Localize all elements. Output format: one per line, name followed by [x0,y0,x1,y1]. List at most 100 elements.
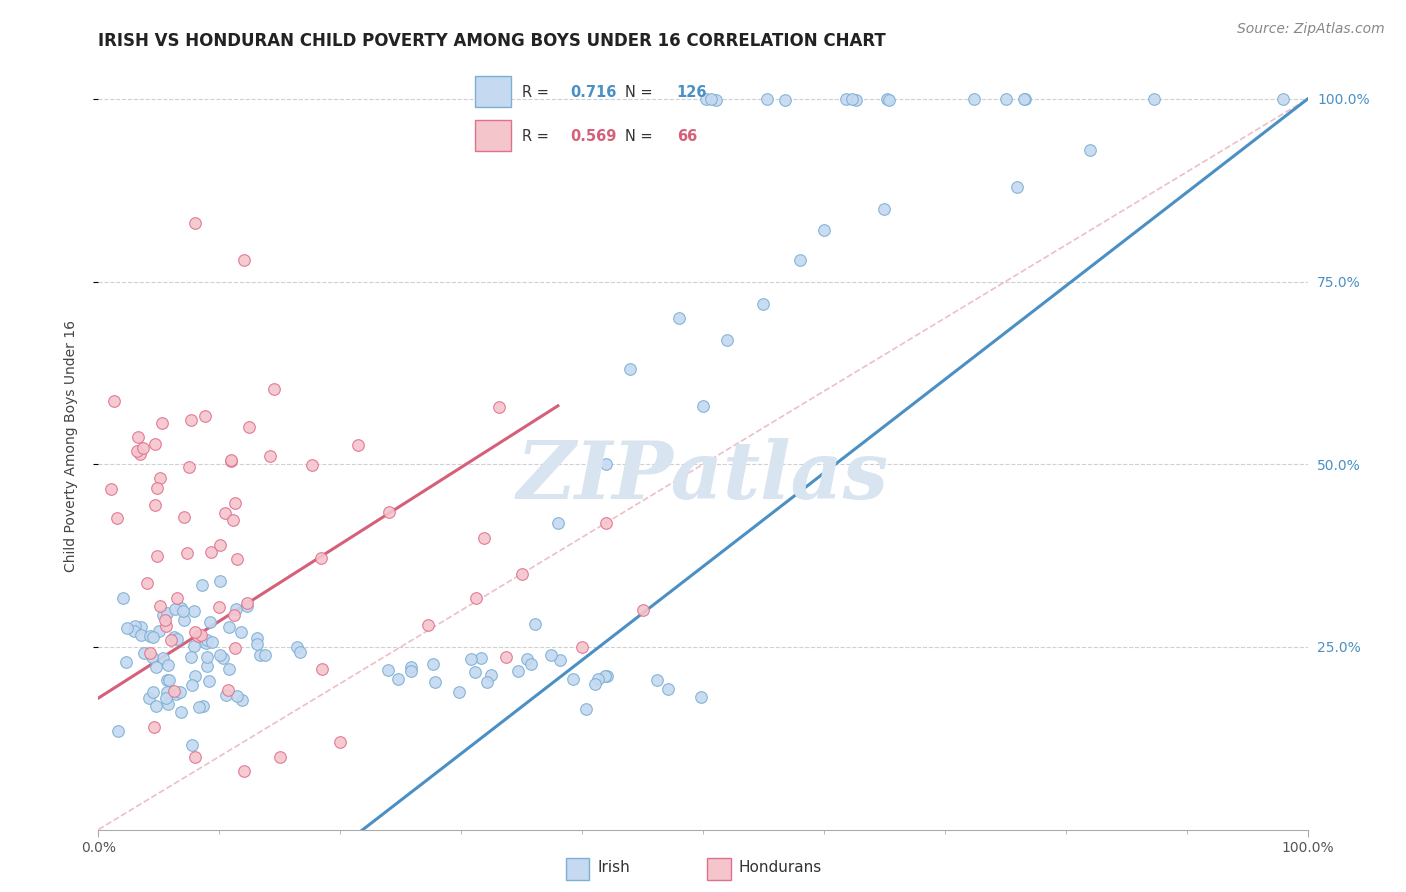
Point [329,735,352,749]
Point [139,646,162,660]
Point [387,672,409,686]
Point [159,633,181,648]
Point [219,453,242,467]
Point [222,608,245,623]
Point [619,362,641,376]
Point [153,613,176,627]
Point [225,552,247,566]
Point [115,621,138,635]
Point [690,690,713,704]
Point [156,685,179,699]
Point [1012,92,1035,106]
Point [835,92,858,106]
Point [246,632,269,646]
Point [465,591,488,605]
Point [475,674,498,689]
Point [464,665,486,679]
Point [1014,92,1036,106]
Point [238,419,260,434]
Point [212,651,235,665]
Point [472,531,495,545]
Point [876,92,898,106]
Point [181,678,204,692]
Point [416,618,439,632]
Point [218,619,240,633]
Point [122,624,145,638]
Point [269,749,291,764]
Point [195,632,218,647]
Point [198,615,221,629]
Point [184,216,207,230]
Point [399,659,422,673]
Point [583,677,606,691]
Point [146,481,169,495]
Point [236,597,259,611]
Point [752,296,775,310]
Point [346,438,368,452]
Point [645,673,668,687]
Point [111,591,134,605]
Point [166,632,188,647]
Point [224,496,246,510]
Point [156,697,179,711]
Point [447,684,470,698]
Point [129,628,152,642]
Point [129,620,152,634]
Point [516,652,538,666]
Point [595,457,617,471]
Point [218,662,240,676]
Point [145,659,167,673]
Point [191,698,214,713]
Point [506,664,529,678]
Point [125,444,148,458]
Point [229,624,252,639]
Point [172,604,194,618]
Point [156,606,179,620]
Point [146,549,169,563]
Point [156,673,179,688]
Point [152,607,174,622]
Point [180,413,202,427]
Bar [707,858,731,880]
Point [460,652,482,666]
Text: Irish: Irish [598,860,630,875]
Point [157,673,180,688]
Y-axis label: Child Poverty Among Boys Under 16: Child Poverty Among Boys Under 16 [63,320,77,572]
Point [523,617,546,632]
Text: ZIPatlas: ZIPatlas [517,438,889,516]
Point [129,447,152,461]
Point [963,92,986,106]
Bar [565,858,589,880]
Point [845,93,868,107]
Point [548,653,571,667]
Point [756,92,779,106]
Point [183,604,205,618]
Point [143,436,166,450]
Point [246,637,269,651]
Point [1078,143,1101,157]
Point [263,382,285,396]
Point [184,624,207,639]
Point [170,705,193,719]
Point [422,657,444,672]
Point [132,646,155,660]
Point [170,601,193,615]
Point [142,685,165,699]
Point [225,689,247,703]
Point [217,683,239,698]
Point [173,509,195,524]
Point [841,92,863,106]
Point [288,645,311,659]
Point [510,566,533,581]
Point [155,619,177,633]
Point [301,458,323,472]
Point [547,516,569,530]
Point [575,702,598,716]
Point [163,684,186,698]
Text: Source: ZipAtlas.com: Source: ZipAtlas.com [1237,22,1385,37]
Point [236,599,259,613]
Point [132,441,155,455]
Text: Hondurans: Hondurans [740,860,823,875]
Point [145,698,167,713]
Point [149,471,172,485]
